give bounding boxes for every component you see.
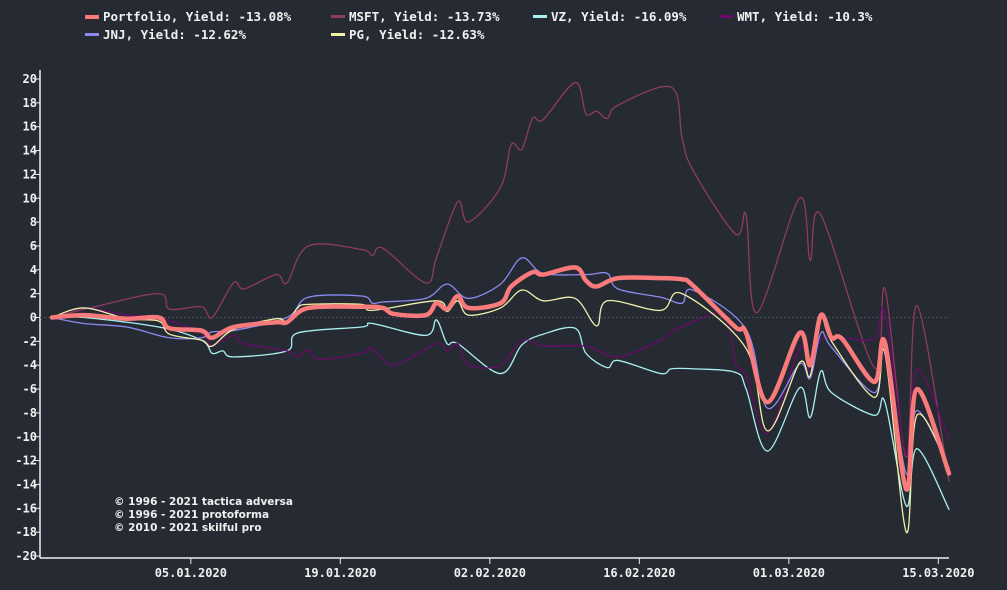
y-tick-label: 20	[23, 72, 37, 86]
y-tick-label: -12	[15, 454, 37, 468]
y-tick-label: -18	[15, 525, 37, 539]
series-line-vz	[51, 316, 950, 511]
y-tick-label: -4	[23, 358, 37, 372]
legend-swatch	[331, 33, 345, 36]
series-line-msft	[51, 81, 950, 482]
series-line-portfolio	[49, 265, 952, 492]
legend-swatch	[85, 33, 99, 36]
x-tick-label: 02.02.2020	[454, 566, 526, 580]
y-tick-label: -16	[15, 501, 37, 515]
legend-swatch	[85, 14, 99, 19]
legend-label: MSFT, Yield: -13.73%	[349, 9, 500, 24]
y-tick-label: 16	[23, 120, 37, 134]
legend-item-wmt[interactable]: WMT, Yield: -10.3%	[719, 9, 872, 24]
y-tick-label: -8	[23, 406, 37, 420]
x-tick-label: 19.01.2020	[304, 566, 376, 580]
x-tick-label: 16.02.2020	[603, 566, 675, 580]
legend-label: WMT, Yield: -10.3%	[737, 9, 873, 24]
y-tick-label: 12	[23, 167, 37, 181]
legend-swatch	[331, 15, 345, 18]
copyright-line: © 1996 - 2021 tactica adversa	[114, 496, 293, 508]
legend-item-pg[interactable]: PG, Yield: -12.63%	[331, 27, 484, 42]
y-tick-label: 6	[30, 239, 37, 253]
series-line-jnj	[51, 257, 950, 476]
legend-item-jnj[interactable]: JNJ, Yield: -12.62%	[85, 27, 246, 42]
legend-item-portfolio[interactable]: Portfolio, Yield: -13.08%	[85, 9, 291, 24]
copyright-block: © 1996 - 2021 tactica adversa © 1996 - 2…	[114, 496, 293, 535]
y-tick-label: -2	[23, 334, 37, 348]
y-tick-label: -6	[23, 382, 37, 396]
y-tick-label: 0	[30, 311, 37, 325]
series-line-wmt	[51, 307, 950, 456]
y-tick-label: 2	[30, 287, 37, 301]
legend-label: PG, Yield: -12.63%	[349, 27, 485, 42]
copyright-line: © 1996 - 2021 protoforma	[114, 509, 270, 521]
y-tick-label: 18	[23, 96, 37, 110]
y-tick-label: -14	[15, 477, 37, 491]
legend-swatch	[533, 15, 547, 18]
legend-swatch	[719, 15, 733, 18]
legend-label: JNJ, Yield: -12.62%	[103, 27, 246, 42]
legend-item-msft[interactable]: MSFT, Yield: -13.73%	[331, 9, 500, 24]
legend-item-vz[interactable]: VZ, Yield: -16.09%	[533, 9, 686, 24]
y-tick-label: 4	[30, 263, 37, 277]
series-line-pg	[51, 289, 950, 533]
x-tick-label: 05.01.2020	[155, 566, 227, 580]
y-tick-label: -10	[15, 430, 37, 444]
legend: Portfolio, Yield: -13.08% MSFT, Yield: -…	[0, 0, 1007, 50]
x-tick-label: 15.03.2020	[902, 566, 974, 580]
y-tick-label: 14	[23, 144, 37, 158]
y-tick-label: -20	[15, 549, 37, 563]
y-tick-label: 10	[23, 191, 37, 205]
x-tick-label: 01.03.2020	[753, 566, 825, 580]
legend-label: VZ, Yield: -16.09%	[551, 9, 687, 24]
copyright-line: © 2010 - 2021 skilful pro	[114, 522, 262, 534]
legend-label: Portfolio, Yield: -13.08%	[103, 9, 292, 24]
y-tick-label: 8	[30, 215, 37, 229]
